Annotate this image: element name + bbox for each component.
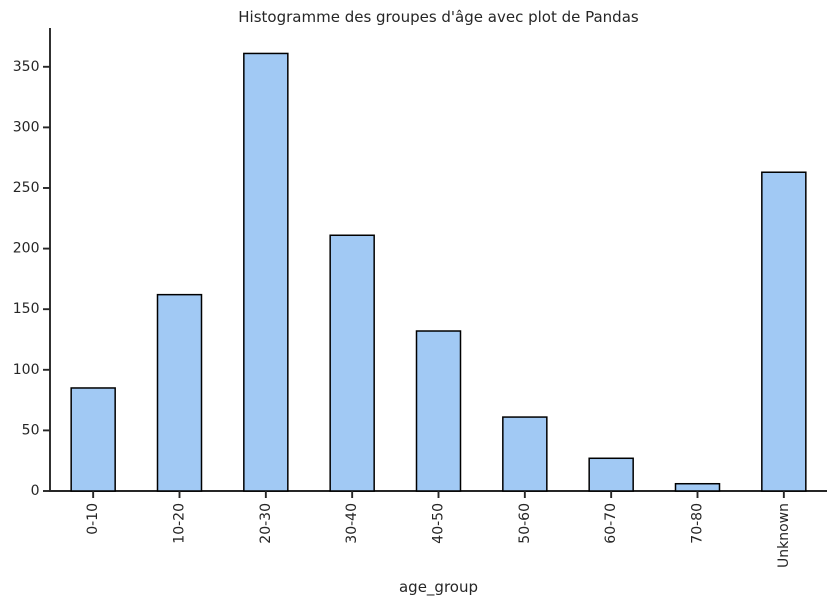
x-tick-label: 10-20 [172,503,188,544]
bar [502,416,548,492]
y-tick-label: 350 [13,59,40,75]
bar [243,52,289,492]
y-tick-label: 150 [13,301,40,317]
bar [674,482,721,492]
x-tick-label: 30-40 [344,503,360,544]
bar [761,171,807,492]
y-tick-label: 300 [13,119,40,135]
y-tick-label: 50 [22,422,40,438]
x-axis-label: age_group [399,578,478,597]
bar [415,330,462,492]
x-tick-label: 40-50 [431,503,447,544]
chart-title: Histogramme des groupes d'âge avec plot … [238,8,639,26]
bar [329,234,375,492]
bar [156,293,203,492]
plot-area: 0 50 100 150 200 250 300 350 0-10 10-20 20-30 30-40… [13,28,827,568]
x-tick-label: 60-70 [603,503,619,544]
x-tick-label: 70-80 [690,503,706,544]
y-tick-label: 250 [13,180,40,196]
x-tick-label: Unknown [776,503,792,568]
x-tick-label: 50-60 [517,503,533,544]
bar [588,457,634,492]
y-tick-label: 200 [13,241,40,257]
y-tick-label: 0 [31,483,40,499]
x-tick-label: 20-30 [258,503,274,544]
bar [70,387,116,492]
y-tick-label: 100 [13,362,40,378]
x-tick-label: 0-10 [85,503,101,535]
